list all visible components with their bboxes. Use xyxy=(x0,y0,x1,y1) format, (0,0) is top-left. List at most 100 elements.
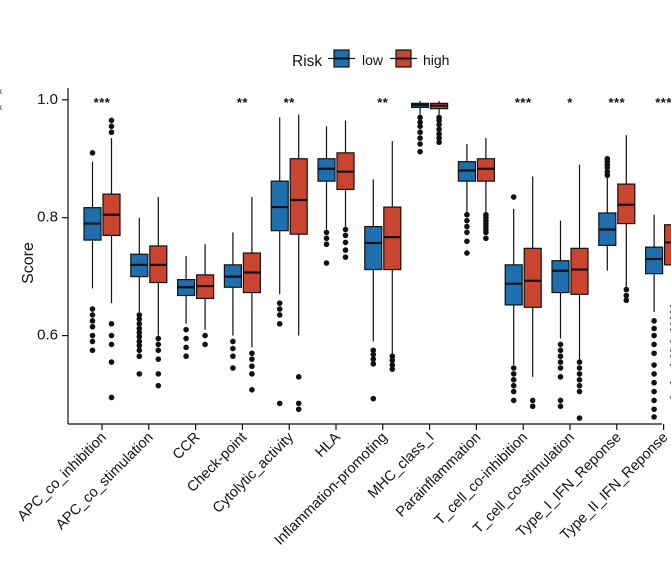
outlier-t-cell-co-stimulation-low-6 xyxy=(557,397,564,404)
edge-fragment-1: k xyxy=(0,87,3,96)
outlier-type-ii-ifn-reponse-low-1 xyxy=(651,325,657,332)
outlier-type-ii-ifn-reponse-low-4 xyxy=(651,350,657,357)
outlier-inflammation-promoting-low-0 xyxy=(370,347,377,354)
box-body-type-ii-ifn-reponse-low xyxy=(644,246,664,275)
box-body-hla-low xyxy=(317,158,336,182)
outlier-hla-low-1 xyxy=(323,235,330,242)
outlier-mhc-class-i-low-0 xyxy=(417,114,423,121)
outlier-t-cell-co-stimulation-high-3 xyxy=(576,376,583,383)
legend-title: Risk xyxy=(292,53,322,70)
y-tick-label-0.8: 0.8 xyxy=(37,209,58,226)
outlier-inflammation-promoting-low-1 xyxy=(370,351,377,358)
outlier-mhc-class-i-low-4 xyxy=(417,135,423,141)
outlier-ccr-high-1 xyxy=(202,341,208,348)
outlier-apc-co-inhibition-high-3 xyxy=(108,320,115,327)
outlier-t-cell-co-inhibition-high-0 xyxy=(529,397,536,404)
outlier-mhc-class-i-high-3 xyxy=(436,126,442,133)
significance-markers: *** ** ** ** *** * *** *** xyxy=(94,95,671,110)
x-tick-label-hla: HLA xyxy=(313,429,344,460)
outlier-apc-co-inhibition-low-7 xyxy=(89,347,96,354)
outlier-t-cell-co-stimulation-high-2 xyxy=(576,371,583,377)
outlier-type-ii-ifn-reponse-low-11 xyxy=(651,414,657,420)
x-tick-label-ccr: CCR xyxy=(170,430,204,464)
outlier-cytolytic-activity-low-4 xyxy=(276,400,283,407)
outlier-apc-co-inhibition-high-6 xyxy=(108,359,115,365)
y-axis-title: Score xyxy=(20,242,37,284)
x-tick-label-parainflammation: Parainflammation xyxy=(393,430,484,521)
box-parainflammation-high xyxy=(476,138,495,242)
outlier-apc-co-inhibition-low-0 xyxy=(89,150,96,156)
outlier-mhc-class-i-low-2 xyxy=(417,123,423,130)
outlier-t-cell-co-inhibition-low-6 xyxy=(510,397,517,404)
box-t-cell-co-inhibition-high xyxy=(523,176,542,410)
box-apc-co-stimulation-low xyxy=(130,217,149,377)
box-parainflammation-low xyxy=(457,144,476,256)
outlier-t-cell-co-inhibition-high-1 xyxy=(529,403,536,410)
legend-label-high: high xyxy=(423,52,449,68)
box-type-i-ifn-reponse-high xyxy=(617,135,636,304)
outlier-type-ii-ifn-reponse-low-8 xyxy=(651,388,657,395)
box-body-parainflammation-high xyxy=(476,158,495,182)
outlier-type-i-ifn-reponse-high-1 xyxy=(623,292,630,299)
outlier-t-cell-co-stimulation-high-1 xyxy=(576,365,583,371)
outlier-t-cell-co-inhibition-low-5 xyxy=(510,388,517,395)
significance-t-cell-co-stimulation: * xyxy=(567,95,573,110)
outlier-t-cell-co-stimulation-high-0 xyxy=(576,359,583,365)
outlier-inflammation-promoting-high-0 xyxy=(389,353,396,360)
outlier-apc-co-inhibition-low-6 xyxy=(89,338,96,345)
outlier-apc-co-stimulation-low-10 xyxy=(136,371,143,377)
outlier-type-i-ifn-reponse-high-0 xyxy=(623,286,630,293)
y-tick-label-1.0: 1.0 xyxy=(37,91,58,108)
significance-inflammation-promoting: ** xyxy=(377,95,389,110)
outlier-check-point-high-4 xyxy=(249,387,255,393)
outlier-apc-co-inhibition-low-5 xyxy=(89,332,96,339)
box-ccr-high xyxy=(196,244,215,348)
outlier-apc-co-inhibition-low-3 xyxy=(89,318,96,324)
box-body-inflammation-promoting-high xyxy=(383,206,402,271)
outlier-parainflammation-low-1 xyxy=(464,217,470,224)
outlier-ccr-low-0 xyxy=(183,326,189,333)
significance-type-ii-ifn-reponse: *** xyxy=(655,95,671,110)
outlier-cytolytic-activity-high-1 xyxy=(295,400,302,407)
outlier-t-cell-co-stimulation-high-5 xyxy=(576,388,583,395)
outlier-parainflammation-low-3 xyxy=(464,229,470,236)
x-tick-label-apc-co-inhibition: APC_co_inhibition xyxy=(15,430,110,525)
outlier-t-cell-co-inhibition-low-1 xyxy=(510,365,517,371)
outlier-t-cell-co-inhibition-low-0 xyxy=(510,194,517,200)
box-t-cell-co-stimulation-high xyxy=(570,164,589,421)
outlier-cytolytic-activity-high-2 xyxy=(295,406,302,413)
box-hla-high xyxy=(336,120,355,260)
outlier-apc-co-stimulation-low-6 xyxy=(136,338,143,345)
outlier-mhc-class-i-high-6 xyxy=(436,139,442,146)
outlier-type-ii-ifn-reponse-low-2 xyxy=(651,332,657,339)
outlier-ccr-low-3 xyxy=(183,353,189,360)
outlier-inflammation-promoting-high-2 xyxy=(389,362,396,368)
outlier-mhc-class-i-low-3 xyxy=(417,129,423,136)
outlier-apc-co-stimulation-low-7 xyxy=(136,342,143,349)
outlier-cytolytic-activity-high-0 xyxy=(295,374,302,380)
legend: Risk low high xyxy=(292,49,449,70)
outlier-apc-co-inhibition-high-1 xyxy=(108,123,115,130)
box-check-point-low xyxy=(223,232,242,371)
outlier-mhc-class-i-high-1 xyxy=(436,117,442,124)
outlier-t-cell-co-stimulation-low-0 xyxy=(557,341,564,348)
outlier-type-i-ifn-reponse-low-3 xyxy=(604,164,611,171)
significance-t-cell-co-inhibition: *** xyxy=(515,95,532,110)
outlier-mhc-class-i-low-5 xyxy=(417,141,423,147)
outlier-ccr-low-2 xyxy=(183,344,189,351)
outlier-check-point-low-1 xyxy=(230,345,236,352)
x-tick-label-cytolytic-activity: Cytolytic_activity xyxy=(210,429,298,517)
outlier-type-ii-ifn-reponse-low-9 xyxy=(651,397,657,404)
outlier-t-cell-co-inhibition-low-4 xyxy=(510,382,517,389)
outlier-mhc-class-i-high-5 xyxy=(436,135,442,141)
legend-key-low xyxy=(328,49,355,68)
box-cytolytic-activity-low xyxy=(270,117,289,407)
outlier-parainflammation-high-7 xyxy=(483,235,489,242)
outlier-check-point-high-2 xyxy=(249,363,255,370)
box-t-cell-co-inhibition-low xyxy=(504,194,523,404)
outlier-apc-co-inhibition-high-7 xyxy=(108,394,115,401)
box-t-cell-co-stimulation-low xyxy=(551,220,570,410)
outlier-t-cell-co-stimulation-high-4 xyxy=(576,382,583,389)
edge-fragment-2: k xyxy=(0,103,3,112)
box-mhc-class-i-high xyxy=(430,100,449,146)
